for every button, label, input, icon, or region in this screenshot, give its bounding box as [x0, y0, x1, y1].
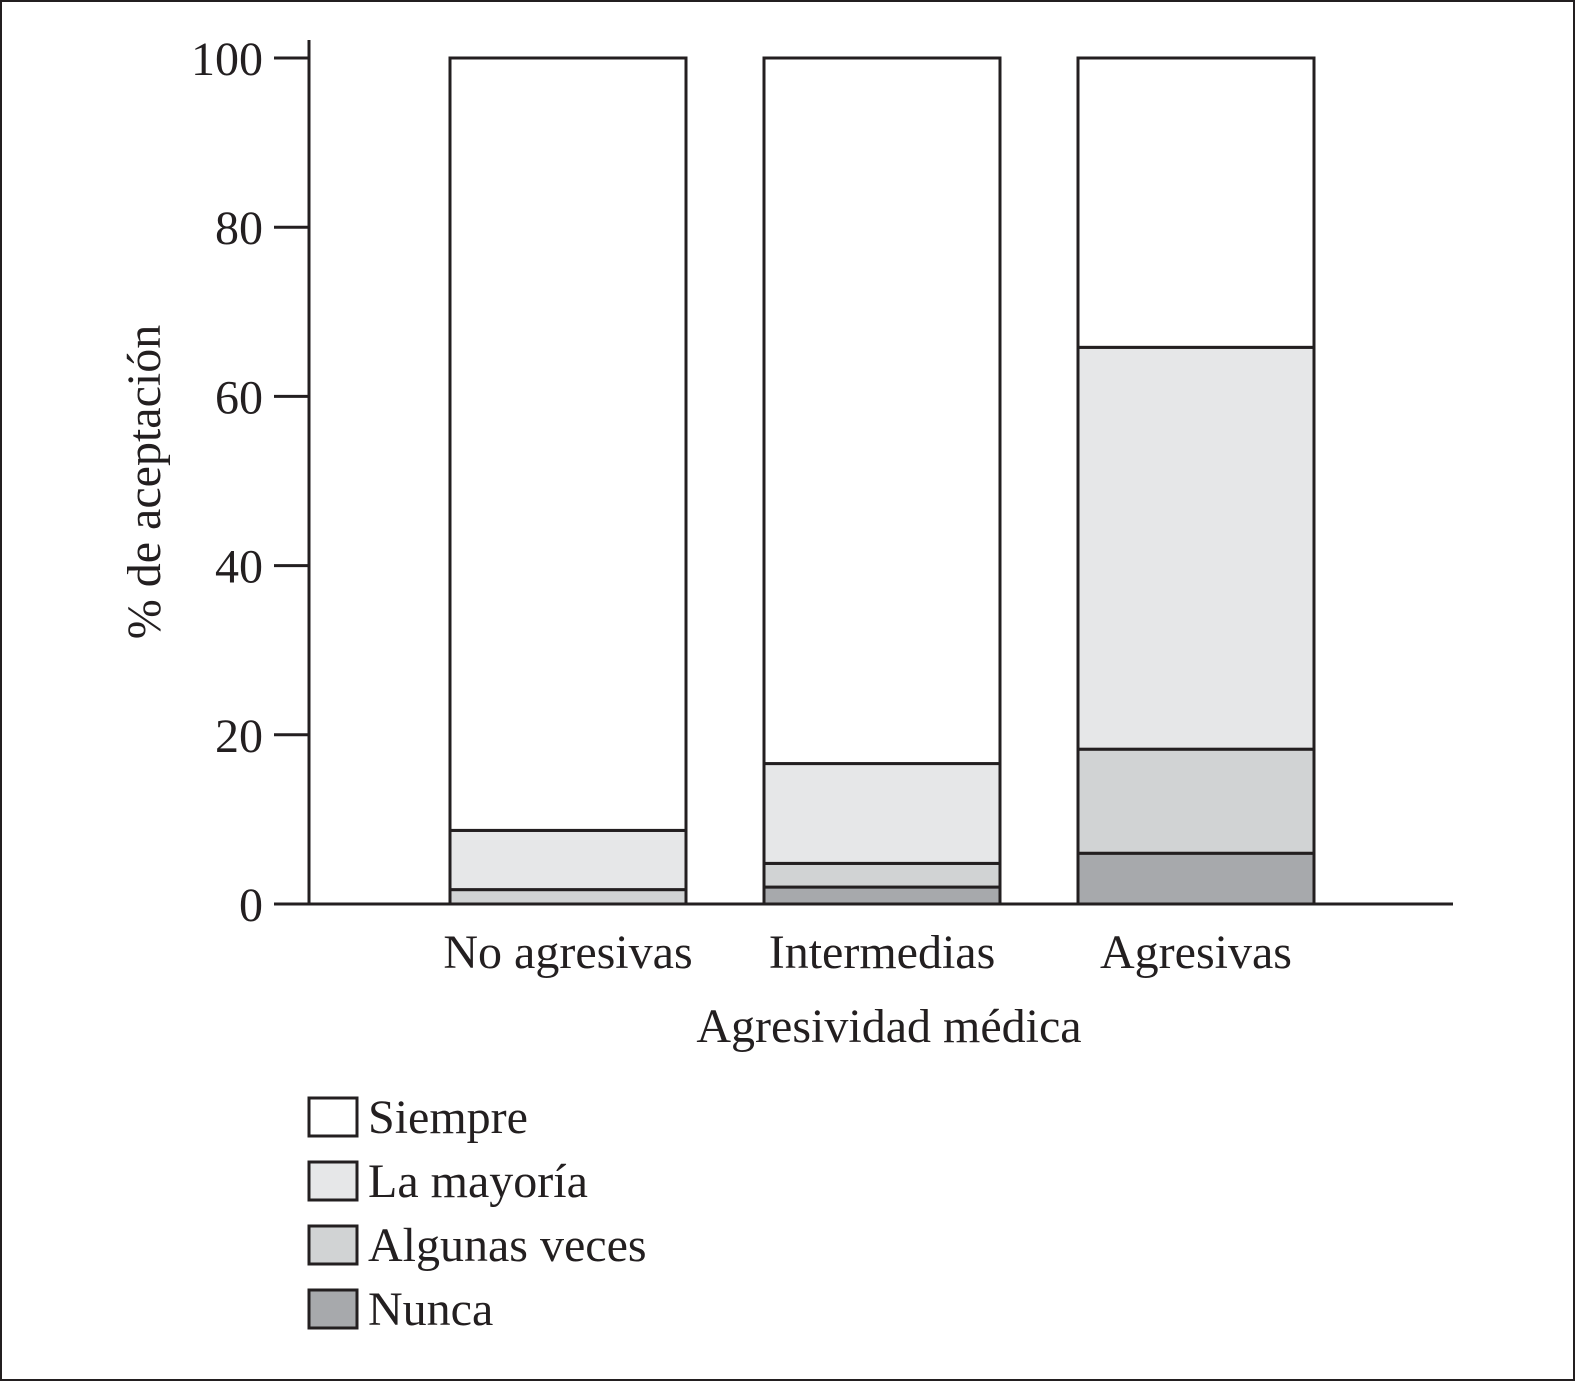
y-axis-title: % de aceptación [118, 325, 171, 639]
x-category-label: No agresivas [443, 926, 692, 979]
legend-swatch [307, 1288, 359, 1330]
x-labels-layer: No agresivas Intermedias Agresivas [443, 926, 1292, 979]
legend-label: Siempre [368, 1091, 528, 1144]
bar-segment-siempre-1 [448, 56, 688, 832]
y-tick-label: 60 [215, 371, 263, 424]
axes-layer [274, 40, 1453, 906]
x-axis-title: Agresividad médica [696, 1000, 1081, 1053]
bar-segment-algunas-veces-3 [1076, 747, 1316, 855]
legend: Siempre La mayoría Algunas veces Nunca [307, 1091, 647, 1336]
bar-segment-la-mayoria-2 [762, 762, 1002, 865]
bar-segment-algunas-veces-2 [762, 861, 1002, 889]
legend-swatch [307, 1160, 359, 1202]
x-category-label: Intermedias [769, 926, 996, 979]
bar-segment-siempre-2 [762, 56, 1002, 766]
y-ticks-layer: 0 20 40 60 80 100 [191, 33, 309, 932]
bar-segment-siempre-3 [1076, 56, 1316, 349]
x-category-label: Agresivas [1100, 926, 1292, 979]
legend-label: Algunas veces [368, 1219, 647, 1272]
y-tick-label: 100 [191, 33, 263, 86]
bars-layer [448, 56, 1316, 906]
legend-swatch [307, 1096, 359, 1138]
legend-swatch [307, 1224, 359, 1266]
legend-label: Nunca [368, 1283, 493, 1336]
y-tick-label: 20 [215, 710, 263, 763]
bar-segment-nunca-2 [762, 885, 1002, 906]
bar-segment-algunas-veces-1 [448, 888, 688, 906]
y-tick-label: 40 [215, 541, 263, 594]
legend-label: La mayoría [368, 1155, 588, 1208]
y-tick-label: 80 [215, 202, 263, 255]
bar-segment-la-mayoria-1 [448, 828, 688, 892]
bar-segment-la-mayoria-3 [1076, 345, 1316, 751]
bar-segment-nunca-3 [1076, 851, 1316, 906]
y-tick-label: 0 [239, 879, 263, 932]
